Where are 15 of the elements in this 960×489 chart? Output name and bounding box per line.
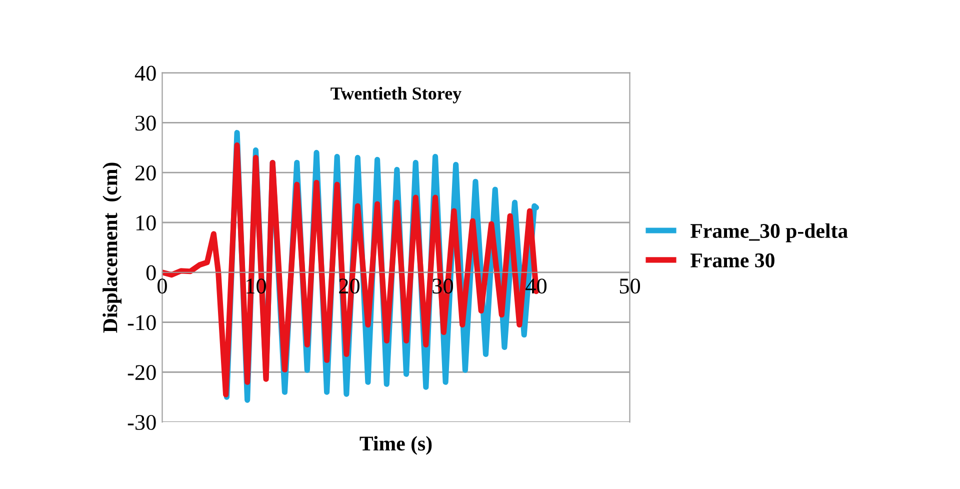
y-tick-label: 20	[135, 166, 156, 181]
x-tick-label: 0	[158, 278, 167, 294]
y-tick-label: 10	[136, 215, 156, 230]
y-tick-label: -30	[128, 414, 156, 430]
y-tick-label: -10	[128, 315, 156, 330]
legend-label: Frame_30 p-delta	[690, 223, 848, 242]
y-tick-label: -20	[128, 365, 156, 380]
x-axis-title: Time (s)	[360, 436, 432, 455]
y-tick-label: 40	[134, 66, 156, 81]
y-tick-label: 30	[136, 116, 156, 131]
y-tick-label: 0	[146, 265, 156, 280]
y-axis-title: Displacement (cm)	[102, 162, 122, 333]
x-tick-label: 50	[620, 278, 640, 294]
legend-label: Frame 30	[690, 253, 774, 268]
text: Twentieth Storey	[330, 86, 462, 104]
